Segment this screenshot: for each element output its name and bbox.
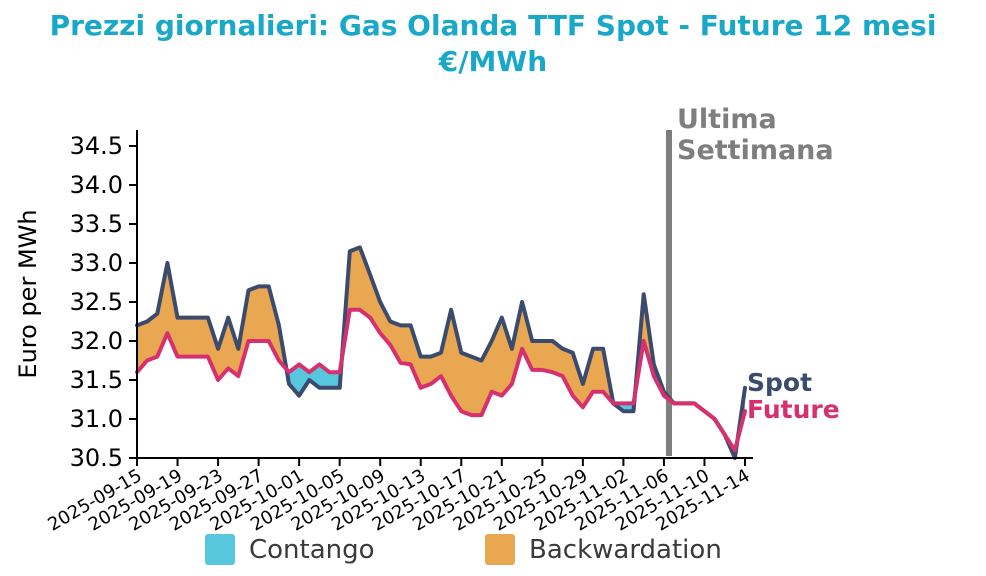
y-tick-label: 31.0 [70,405,123,433]
y-tick-label: 34.0 [70,171,123,199]
y-tick-label: 33.5 [70,210,123,238]
page-title-line1: Prezzi giornalieri: Gas Olanda TTF Spot … [49,9,937,42]
y-axis-title: Euro per MWh [14,209,42,378]
y-axis: 30.5 31.0 31.5 32.0 32.5 33.0 33.5 34.0 34.5 [70,130,138,472]
y-tick-label: 31.5 [70,366,123,394]
spot-line-label: Spot [747,368,813,397]
spot-line [135,245,747,460]
future-line-label: Future [747,395,840,424]
backwardation-fill [137,247,745,441]
last-week-annotation-line2: Settimana [677,135,834,166]
y-tick-label: 33.0 [70,249,123,277]
x-axis: 2025-09-152025-09-192025-09-232025-09-27… [44,457,754,536]
page-title-line2: €/MWh [438,45,548,78]
y-tick-label: 34.5 [70,132,123,160]
page-title: Prezzi giornalieri: Gas Olanda TTF Spot … [0,8,986,80]
last-week-annotation: Ultima Settimana [677,104,834,166]
y-tick-label: 32.5 [70,288,123,316]
future-line [135,307,747,453]
y-tick-label: 32.0 [70,327,123,355]
y-axis-label: Euro per MWh [14,209,42,378]
y-tick-label: 30.5 [70,444,123,472]
last-week-annotation-line1: Ultima [677,104,777,135]
